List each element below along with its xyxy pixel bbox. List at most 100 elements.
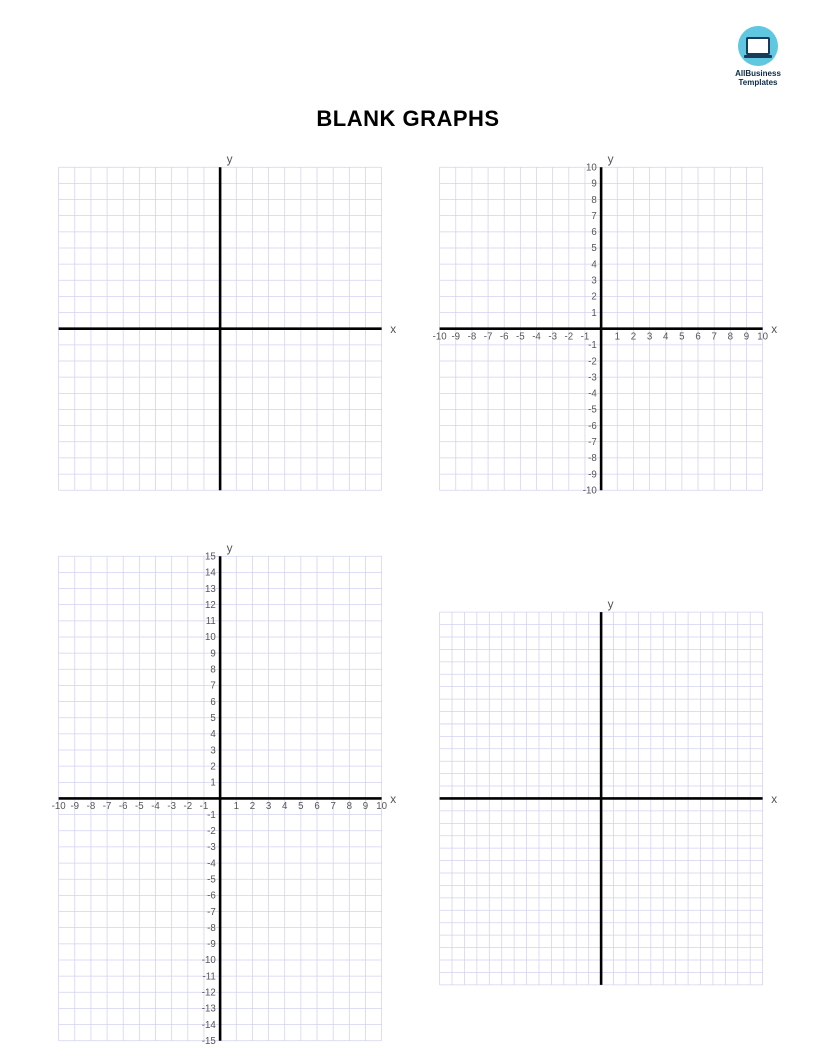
svg-text:5: 5 <box>210 713 215 724</box>
svg-text:-4: -4 <box>151 801 160 812</box>
svg-text:-10: -10 <box>433 331 448 342</box>
svg-text:y: y <box>227 541 233 555</box>
svg-text:-10: -10 <box>583 485 598 496</box>
svg-text:9: 9 <box>744 331 749 342</box>
graphs-container: xy -10-9-8-7-6-5-4-3-2-112345678910-10-9… <box>50 150 782 1016</box>
svg-text:x: x <box>390 792 396 806</box>
svg-text:-2: -2 <box>565 331 574 342</box>
svg-text:-2: -2 <box>184 801 193 812</box>
svg-text:-7: -7 <box>588 437 597 448</box>
laptop-icon <box>738 26 778 66</box>
svg-text:1: 1 <box>210 777 215 788</box>
svg-text:-6: -6 <box>119 801 128 812</box>
svg-text:-9: -9 <box>588 469 597 480</box>
svg-text:7: 7 <box>210 681 215 692</box>
svg-text:-6: -6 <box>588 421 597 432</box>
svg-text:7: 7 <box>591 211 596 222</box>
svg-text:5: 5 <box>679 331 684 342</box>
svg-text:4: 4 <box>282 801 288 812</box>
svg-text:-13: -13 <box>202 1004 216 1015</box>
svg-text:-7: -7 <box>484 331 493 342</box>
svg-text:10: 10 <box>205 632 216 643</box>
svg-text:-9: -9 <box>451 331 460 342</box>
svg-text:-4: -4 <box>207 858 216 869</box>
svg-text:2: 2 <box>631 331 636 342</box>
graph-bottom-left: -10-9-8-7-6-5-4-3-2-112345678910-15-14-1… <box>50 539 401 1049</box>
svg-text:5: 5 <box>298 801 303 812</box>
svg-text:-8: -8 <box>588 453 597 464</box>
svg-text:3: 3 <box>210 745 215 756</box>
graph-top-left: xy <box>50 150 401 499</box>
svg-text:9: 9 <box>363 801 368 812</box>
svg-text:-5: -5 <box>207 874 216 885</box>
page-title: BLANK GRAPHS <box>0 106 816 132</box>
svg-text:-3: -3 <box>167 801 176 812</box>
svg-text:2: 2 <box>210 761 215 772</box>
svg-text:-15: -15 <box>202 1036 216 1047</box>
svg-text:1: 1 <box>615 331 620 342</box>
svg-text:-8: -8 <box>468 331 477 342</box>
svg-text:5: 5 <box>591 243 596 254</box>
svg-text:-10: -10 <box>202 955 217 966</box>
svg-text:-3: -3 <box>207 842 216 853</box>
svg-text:6: 6 <box>695 331 700 342</box>
svg-text:13: 13 <box>205 584 216 595</box>
svg-text:15: 15 <box>205 551 216 562</box>
svg-text:6: 6 <box>210 697 215 708</box>
svg-text:-6: -6 <box>500 331 509 342</box>
svg-text:8: 8 <box>210 664 215 675</box>
svg-text:-1: -1 <box>588 340 597 351</box>
svg-text:-12: -12 <box>202 987 216 998</box>
svg-text:7: 7 <box>711 331 716 342</box>
svg-text:-9: -9 <box>70 801 79 812</box>
svg-text:3: 3 <box>266 801 271 812</box>
svg-text:8: 8 <box>728 331 733 342</box>
svg-text:8: 8 <box>347 801 352 812</box>
svg-text:-3: -3 <box>548 331 557 342</box>
svg-text:-3: -3 <box>588 372 597 383</box>
svg-text:-7: -7 <box>103 801 112 812</box>
svg-text:y: y <box>608 152 614 166</box>
svg-text:3: 3 <box>591 276 596 287</box>
svg-text:8: 8 <box>591 195 596 206</box>
svg-text:4: 4 <box>210 729 216 740</box>
svg-text:-11: -11 <box>203 971 216 982</box>
svg-text:-5: -5 <box>135 801 144 812</box>
graph-bottom-right: xy <box>431 539 782 1049</box>
svg-text:-9: -9 <box>207 939 216 950</box>
brand-text-line2: Templates <box>724 79 792 88</box>
svg-text:y: y <box>227 152 233 166</box>
svg-text:3: 3 <box>647 331 652 342</box>
svg-text:2: 2 <box>250 801 255 812</box>
svg-text:12: 12 <box>205 600 216 611</box>
svg-text:-4: -4 <box>588 389 597 400</box>
svg-text:10: 10 <box>376 801 387 812</box>
graph-top-right: -10-9-8-7-6-5-4-3-2-112345678910-10-9-8-… <box>431 150 782 499</box>
svg-text:-8: -8 <box>207 923 216 934</box>
svg-text:-2: -2 <box>207 826 216 837</box>
svg-text:x: x <box>771 322 777 336</box>
svg-text:11: 11 <box>206 616 216 627</box>
svg-text:6: 6 <box>591 227 596 238</box>
svg-text:y: y <box>608 597 614 611</box>
svg-text:-1: -1 <box>207 810 216 821</box>
svg-text:-10: -10 <box>52 801 67 812</box>
svg-text:-5: -5 <box>588 405 597 416</box>
svg-text:1: 1 <box>234 801 239 812</box>
brand-logo: AllBusiness Templates <box>724 26 792 88</box>
svg-text:1: 1 <box>591 308 596 319</box>
svg-text:-6: -6 <box>207 890 216 901</box>
svg-text:2: 2 <box>591 292 596 303</box>
svg-text:-8: -8 <box>87 801 96 812</box>
svg-text:7: 7 <box>330 801 335 812</box>
svg-text:9: 9 <box>210 648 215 659</box>
svg-text:-5: -5 <box>516 331 525 342</box>
svg-text:x: x <box>771 792 777 806</box>
svg-text:-2: -2 <box>588 356 597 367</box>
svg-text:4: 4 <box>663 331 669 342</box>
svg-text:10: 10 <box>757 331 768 342</box>
svg-text:-4: -4 <box>532 331 541 342</box>
svg-text:-7: -7 <box>207 907 216 918</box>
svg-text:14: 14 <box>205 567 216 578</box>
svg-text:4: 4 <box>591 259 597 270</box>
